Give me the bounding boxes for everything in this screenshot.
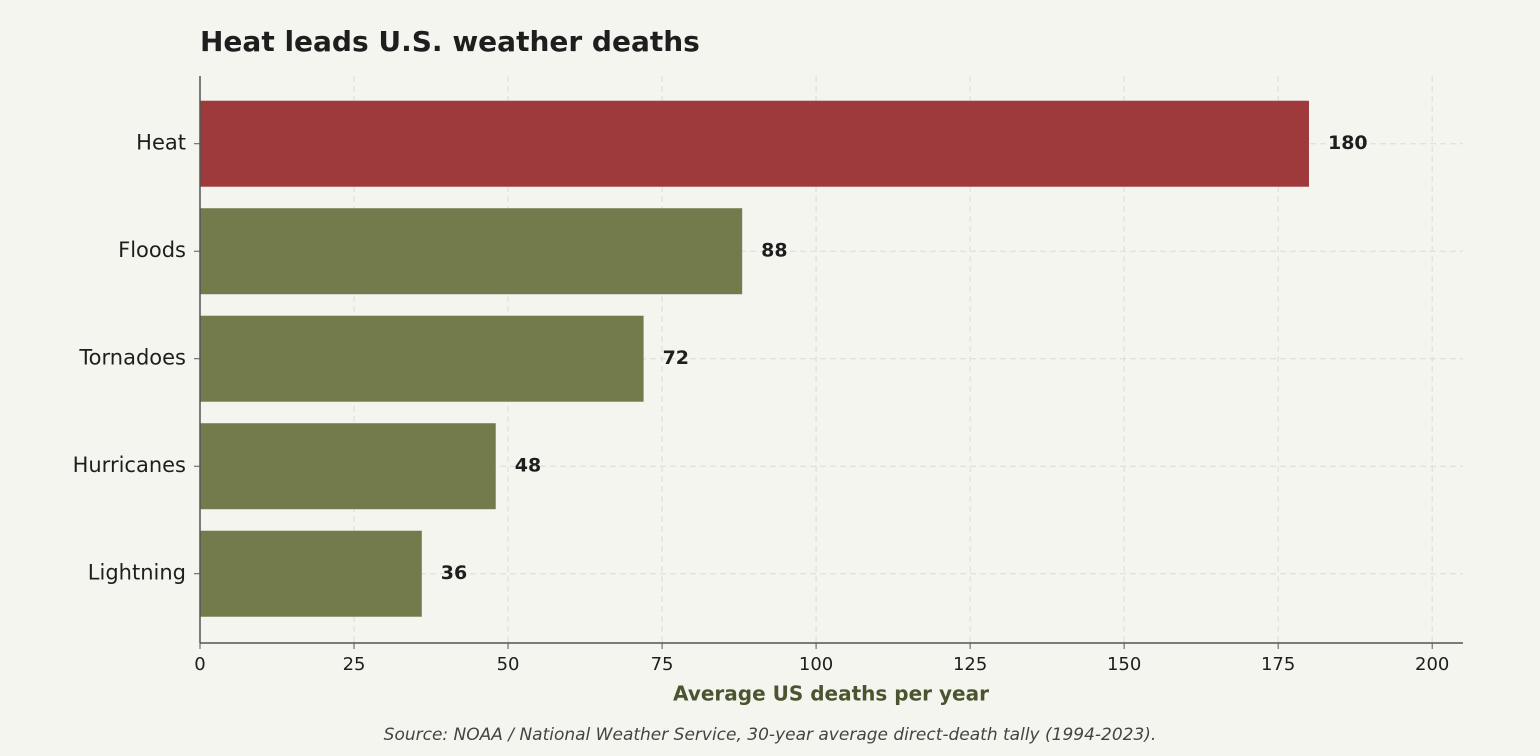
bar: [200, 530, 422, 617]
y-tick-label: Tornadoes: [78, 346, 186, 370]
x-tick-label: 25: [343, 654, 366, 675]
value-label: 48: [515, 455, 541, 477]
bar: [200, 315, 644, 402]
x-tick-label: 200: [1415, 654, 1449, 675]
y-tick-label: Floods: [118, 238, 186, 262]
bar: [200, 423, 496, 510]
x-tick-label: 50: [497, 654, 520, 675]
x-tick-label: 75: [651, 654, 674, 675]
value-label: 36: [441, 562, 467, 584]
y-tick-label: Lightning: [88, 561, 186, 585]
x-tick-label: 150: [1107, 654, 1141, 675]
bar: [200, 100, 1309, 187]
value-label: 180: [1328, 132, 1368, 154]
x-axis-label: Average US deaths per year: [673, 682, 989, 706]
y-tick-label: Hurricanes: [73, 453, 186, 477]
x-tick-label: 125: [953, 654, 987, 675]
x-tick-label: 100: [799, 654, 833, 675]
bar: [200, 208, 743, 295]
value-label: 72: [663, 347, 689, 369]
y-tick-label: Heat: [136, 131, 186, 155]
x-tick-label: 175: [1261, 654, 1295, 675]
source-note: Source: NOAA / National Weather Service,…: [384, 725, 1157, 745]
value-label: 88: [761, 240, 787, 262]
x-tick-label: 0: [194, 654, 205, 675]
chart-title: Heat leads U.S. weather deaths: [200, 25, 700, 58]
